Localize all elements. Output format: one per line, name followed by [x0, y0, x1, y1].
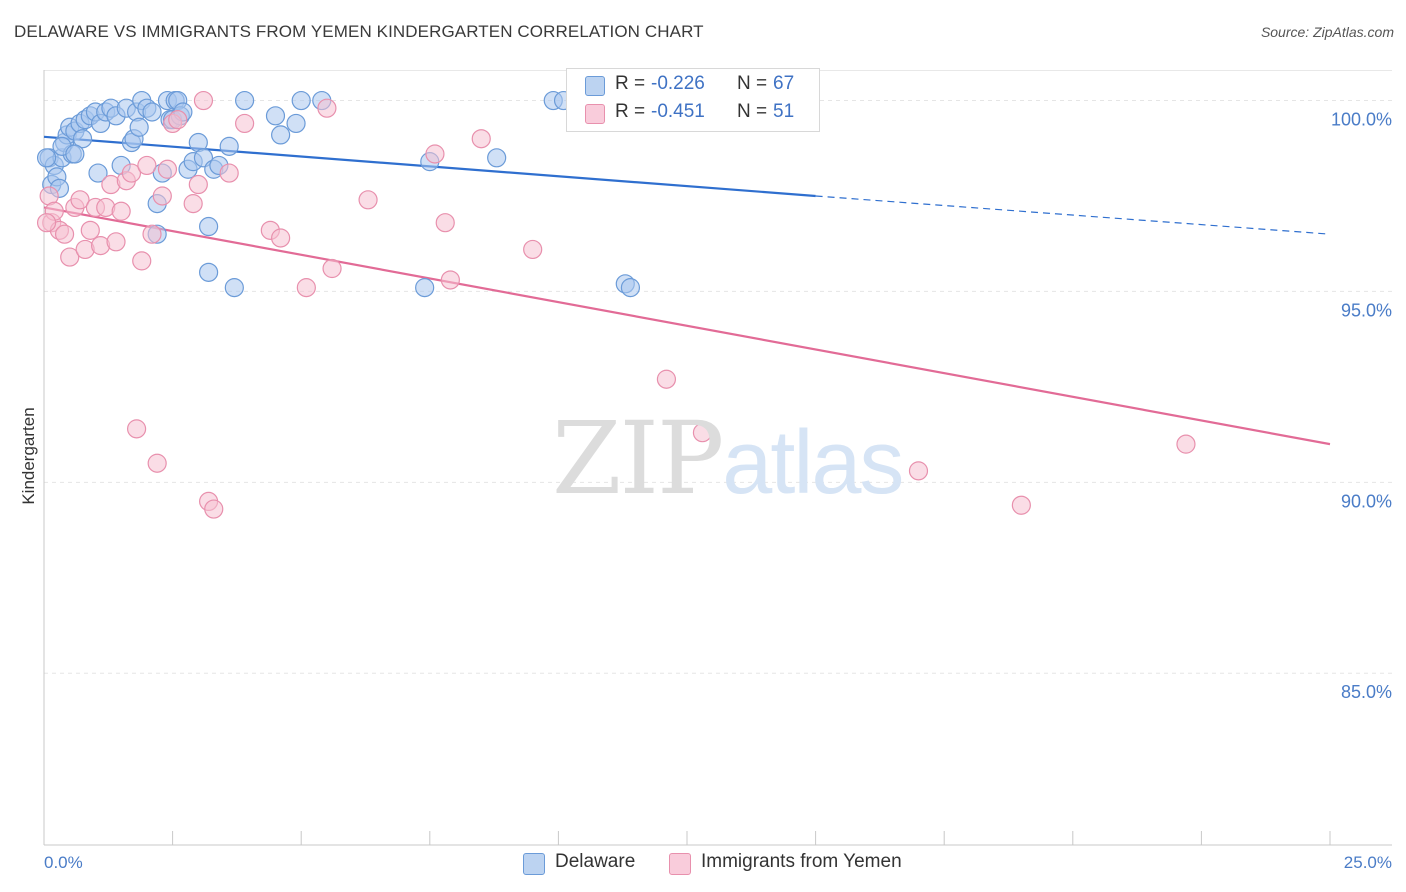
- yemen-point: [54, 224, 75, 244]
- y-tick-labels: 100.0% 95.0% 90.0% 85.0%: [1331, 110, 1392, 703]
- delaware-point: [129, 117, 149, 137]
- delaware-point: [142, 102, 162, 122]
- yemen-point: [317, 98, 337, 118]
- yemen-trend-line: [43, 206, 1331, 446]
- y-axis-label: Kindergarten: [19, 407, 38, 504]
- delaware-swatch: [585, 76, 605, 96]
- n-value: 67: [773, 73, 795, 94]
- yemen-point: [523, 239, 543, 260]
- yemen-point: [80, 220, 100, 240]
- delaware-point: [65, 144, 85, 164]
- n-value: 51: [773, 101, 795, 122]
- yemen-point: [126, 419, 147, 439]
- delaware-point: [487, 148, 507, 168]
- yemen-point: [440, 270, 460, 290]
- yemen-point: [60, 247, 80, 267]
- n-label: N =: [737, 73, 768, 94]
- yemen-point: [157, 159, 178, 179]
- yemen-point: [106, 232, 126, 252]
- delaware-point: [72, 129, 93, 149]
- yemen-point: [435, 213, 455, 233]
- yemen-point: [137, 155, 157, 176]
- delaware-point: [271, 125, 291, 145]
- delaware-legend-swatch: [523, 853, 545, 875]
- yemen-point: [70, 190, 90, 210]
- yemen-legend-swatch: [669, 853, 691, 875]
- yemen-point: [1011, 495, 1031, 515]
- x-tick-labels: 0.0% 25.0%: [44, 853, 1392, 872]
- delaware-point: [415, 278, 435, 298]
- delaware-point: [265, 106, 286, 126]
- yemen-point: [471, 129, 491, 149]
- legend-label-yemen: Immigrants from Yemen: [701, 851, 902, 872]
- yemen-point: [692, 423, 713, 443]
- delaware-point: [219, 136, 239, 156]
- delaware-point: [199, 216, 219, 237]
- watermark-atlas: atlas: [722, 413, 904, 513]
- x-tick-label-min: 0.0%: [44, 853, 83, 872]
- r-value: -0.451: [651, 101, 705, 122]
- yemen-point: [425, 144, 445, 164]
- delaware-trend-extension: [815, 195, 1331, 235]
- x-tick-label-max: 25.0%: [1344, 853, 1392, 872]
- source-label: Source: ZipAtlas.com: [1260, 24, 1394, 40]
- watermark: ZIPatlas: [552, 400, 904, 517]
- yemen-point: [656, 369, 677, 389]
- yemen-point: [111, 201, 131, 221]
- delaware-point: [620, 278, 641, 298]
- yemen-point: [204, 499, 224, 519]
- r-label: R =: [615, 101, 646, 122]
- delaware-point: [286, 113, 306, 134]
- r-label: R =: [615, 73, 646, 94]
- y-tick-label: 100.0%: [1331, 110, 1392, 130]
- chart-title: DELAWARE VS IMMIGRANTS FROM YEMEN KINDER…: [14, 22, 704, 41]
- delaware-point: [224, 278, 244, 298]
- yemen-point: [296, 278, 316, 298]
- yemen-point: [358, 190, 378, 210]
- delaware-point: [88, 163, 108, 183]
- yemen-point: [193, 90, 214, 111]
- legend-label-delaware: Delaware: [555, 851, 636, 872]
- r-value: -0.226: [651, 73, 705, 94]
- n-label: N =: [737, 101, 768, 122]
- yemen-point: [36, 213, 57, 233]
- yemen-point: [322, 258, 342, 279]
- yemen-point: [1176, 434, 1196, 454]
- delaware-point: [235, 90, 255, 111]
- delaware-point: [291, 90, 311, 111]
- yemen-point: [271, 228, 291, 248]
- yemen-point: [908, 461, 929, 481]
- y-tick-label: 85.0%: [1341, 682, 1392, 702]
- yemen-point: [132, 251, 152, 271]
- yemen-point: [121, 163, 142, 183]
- scatter-points: [36, 90, 1196, 519]
- y-tick-label: 90.0%: [1341, 491, 1392, 511]
- yemen-point: [235, 113, 255, 134]
- delaware-point: [199, 262, 219, 282]
- yemen-point: [147, 453, 167, 473]
- watermark-zip: ZIP: [552, 400, 724, 517]
- yemen-point: [152, 186, 172, 206]
- y-tick-label: 95.0%: [1341, 300, 1392, 320]
- gridlines: [44, 70, 1392, 674]
- yemen-swatch: [585, 104, 605, 124]
- stats-legend: R = -0.226 N = 67 R = -0.451 N = 51: [566, 68, 820, 132]
- yemen-point: [188, 174, 208, 195]
- yemen-point: [219, 163, 239, 183]
- yemen-point: [183, 194, 203, 214]
- yemen-point: [142, 224, 162, 244]
- yemen-point: [168, 110, 188, 130]
- delaware-point: [36, 148, 57, 168]
